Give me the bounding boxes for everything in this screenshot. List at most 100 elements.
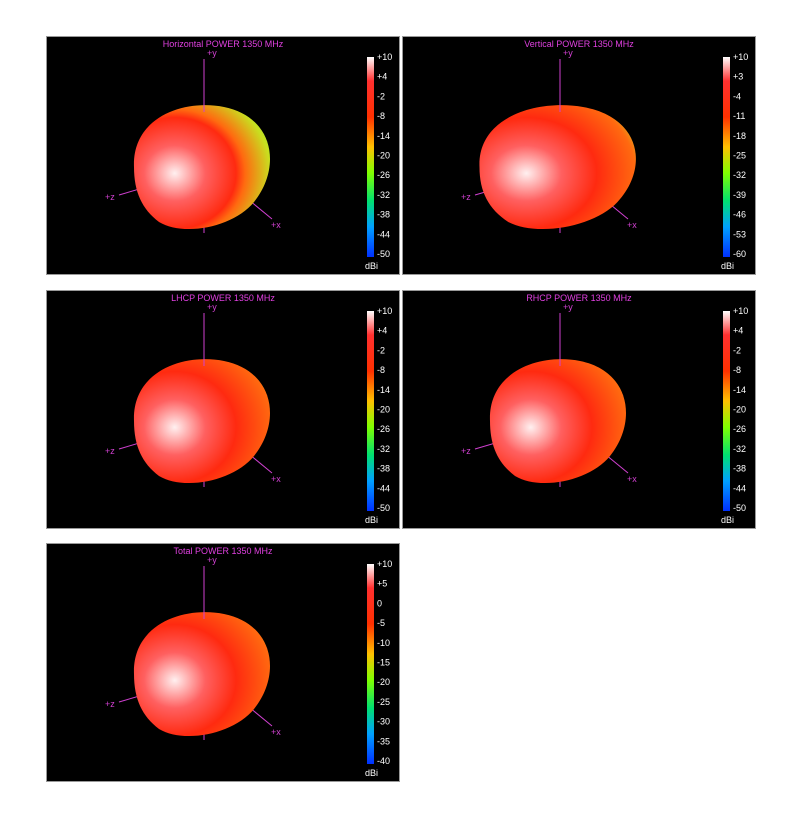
pattern-panel: Horizontal POWER 1350 MHz +y +z +x +10 +4 -2 -8…: [46, 36, 400, 275]
colorbar-label: -50: [377, 249, 390, 259]
colorbar-label: -50: [377, 503, 390, 513]
axis-label: +y: [563, 302, 573, 312]
colorbar-unit: dBi: [721, 261, 734, 271]
colorbar-label: -32: [377, 190, 390, 200]
colorbar-label: +5: [377, 579, 387, 589]
colorbar-label: -38: [733, 464, 746, 474]
axis-label: +y: [207, 302, 217, 312]
colorbar-label: -25: [733, 151, 746, 161]
colorbar-label: -38: [377, 464, 390, 474]
pattern-view: Total POWER 1350 MHz+y +z +x +10 +5 0 -5 -10 -15…: [105, 546, 392, 778]
colorbar-label: -2: [733, 345, 741, 355]
pattern-panel: LHCP POWER 1350 MHz +y +z +x +10 +4 -2 -8 -14 -20…: [46, 290, 400, 529]
colorbar-label: -18: [733, 131, 746, 141]
pattern-view: RHCP POWER 1350 MHz+y +z +x +10 +4 -2 -8 -14 -20…: [461, 293, 748, 525]
colorbar: [367, 57, 374, 257]
colorbar-label: +4: [377, 72, 387, 82]
panel-title: RHCP POWER 1350 MHz: [526, 293, 632, 303]
colorbar-label: -20: [377, 405, 390, 415]
colorbar-label: -38: [377, 210, 390, 220]
colorbar-label: +4: [733, 326, 743, 336]
colorbar-label: -2: [377, 91, 385, 101]
panel-title: LHCP POWER 1350 MHz: [171, 293, 275, 303]
colorbar-label: -20: [733, 405, 746, 415]
axis-label: +z: [105, 699, 115, 709]
axis-label: +z: [105, 446, 115, 456]
colorbar-label: -46: [733, 210, 746, 220]
colorbar-label: -44: [733, 483, 746, 493]
axis-label: +x: [271, 220, 281, 230]
colorbar-label: -32: [733, 170, 746, 180]
pattern-panel: Vertical POWER 1350 MHz +y +z +x +10 +3 -4 -11 -…: [402, 36, 756, 275]
colorbar-label: -14: [377, 131, 390, 141]
axis-label: +y: [563, 48, 573, 58]
radiation-pattern: [479, 105, 636, 230]
axis-label: +z: [105, 192, 115, 202]
colorbar-label: -40: [377, 756, 390, 766]
colorbar-label: +10: [377, 306, 392, 316]
axis-label: +y: [207, 555, 217, 565]
colorbar-label: -15: [377, 658, 390, 668]
colorbar-label: 0: [377, 598, 382, 608]
colorbar-label: -53: [733, 229, 746, 239]
colorbar-label: +10: [377, 559, 392, 569]
colorbar-label: +10: [377, 52, 392, 62]
colorbar-label: -39: [733, 190, 746, 200]
colorbar: [723, 311, 730, 511]
axis-label: +z: [461, 446, 471, 456]
axis-label: +x: [627, 474, 637, 484]
colorbar: [367, 564, 374, 764]
colorbar-label: -26: [733, 424, 746, 434]
colorbar-unit: dBi: [365, 515, 378, 525]
colorbar-label: -20: [377, 151, 390, 161]
radiation-pattern: [133, 612, 270, 737]
colorbar-label: -2: [377, 345, 385, 355]
pattern-view: LHCP POWER 1350 MHz+y +z +x +10 +4 -2 -8 -14 -20…: [105, 293, 392, 525]
pattern-view: Vertical POWER 1350 MHz+y +z +x +10 +3 -4 -11 -…: [461, 39, 748, 271]
colorbar-label: -26: [377, 170, 390, 180]
axis-label: +x: [271, 474, 281, 484]
colorbar-label: -8: [733, 365, 741, 375]
colorbar-label: -44: [377, 229, 390, 239]
pattern-view: Horizontal POWER 1350 MHz+y +z +x +10 +4 -2 -8…: [105, 39, 392, 271]
axis-label: +y: [207, 48, 217, 58]
radiation-pattern: [133, 105, 270, 230]
colorbar-label: -25: [377, 697, 390, 707]
colorbar-label: -4: [733, 91, 741, 101]
colorbar-label: -60: [733, 249, 746, 259]
colorbar-unit: dBi: [365, 768, 378, 778]
colorbar-label: -11: [733, 111, 745, 121]
pattern-panel: RHCP POWER 1350 MHz +y +z +x +10 +4 -2 -8 -14 -20…: [402, 290, 756, 529]
panel-title: Horizontal POWER 1350 MHz: [163, 39, 284, 49]
axis-label: +z: [461, 192, 471, 202]
colorbar-unit: dBi: [721, 515, 734, 525]
colorbar-label: +10: [733, 52, 748, 62]
colorbar-label: -20: [377, 677, 390, 687]
colorbar-label: -8: [377, 365, 385, 375]
colorbar-label: -50: [733, 503, 746, 513]
pattern-panel: Total POWER 1350 MHz +y +z +x +10 +5 0 -5 -10 -15…: [46, 543, 400, 782]
colorbar: [723, 57, 730, 257]
colorbar-label: +4: [377, 326, 387, 336]
colorbar-label: -14: [733, 385, 746, 395]
colorbar-label: -44: [377, 483, 390, 493]
colorbar-label: +3: [733, 72, 743, 82]
colorbar-label: -14: [377, 385, 390, 395]
panel-title: Total POWER 1350 MHz: [173, 546, 273, 556]
radiation-pattern: [489, 359, 626, 484]
colorbar-label: -26: [377, 424, 390, 434]
colorbar-label: -32: [733, 444, 746, 454]
colorbar-label: -32: [377, 444, 390, 454]
colorbar-label: -5: [377, 618, 385, 628]
colorbar: [367, 311, 374, 511]
panel-title: Vertical POWER 1350 MHz: [524, 39, 634, 49]
colorbar-unit: dBi: [365, 261, 378, 271]
colorbar-label: -8: [377, 111, 385, 121]
axis-label: +x: [627, 220, 637, 230]
colorbar-label: -35: [377, 736, 390, 746]
colorbar-label: +10: [733, 306, 748, 316]
colorbar-label: -10: [377, 638, 390, 648]
axis-label: +x: [271, 727, 281, 737]
colorbar-label: -30: [377, 717, 390, 727]
